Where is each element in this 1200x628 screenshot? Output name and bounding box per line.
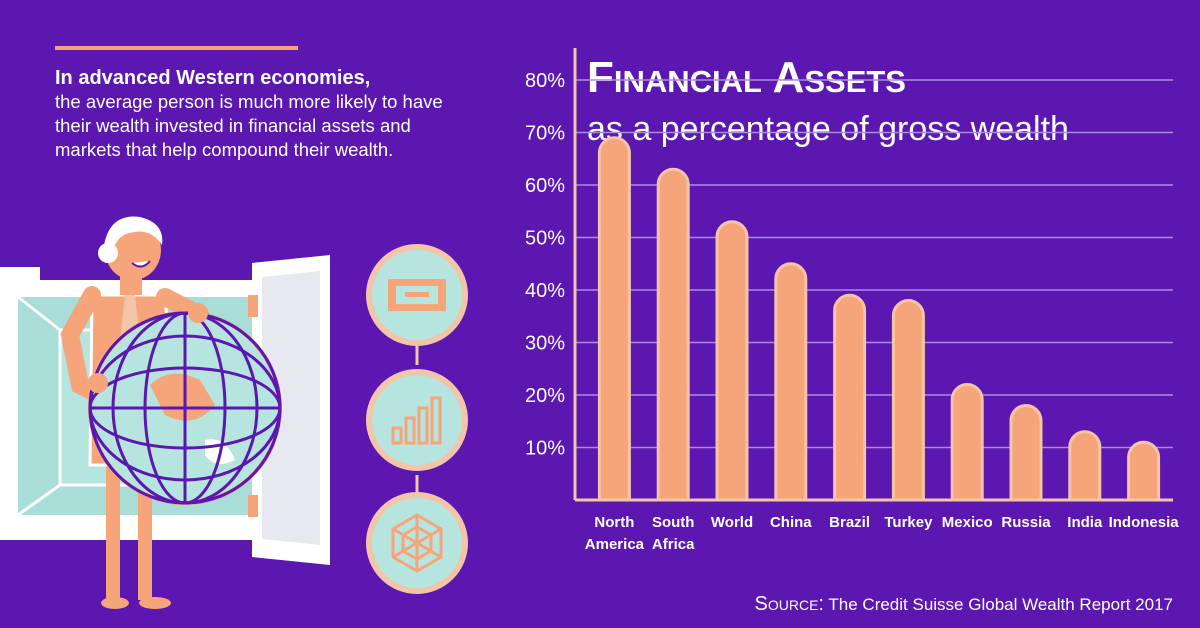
x-tick-label: China (770, 514, 812, 531)
bar-shape (597, 136, 631, 502)
y-tick-label: 70% (525, 123, 565, 145)
x-tick-label: South Africa (652, 514, 695, 553)
y-tick-label: 60% (525, 175, 565, 197)
bar-growth-icon (366, 369, 468, 471)
intro-text: In advanced Western economies, the avera… (55, 66, 475, 162)
accent-line (55, 46, 298, 50)
bar-shape (715, 220, 749, 502)
source-note: Source: The Credit Suisse Global Wealth … (755, 593, 1173, 615)
source-label: Source: (755, 593, 824, 615)
y-tick-label: 30% (525, 333, 565, 355)
bar-shape (950, 383, 984, 502)
bar-shape (833, 293, 867, 502)
bar (715, 220, 749, 502)
bar-chart: Financial Assets as a percentage of gros… (525, 48, 1179, 615)
x-tick-label: North America (585, 514, 645, 553)
bar-shape (1009, 404, 1043, 502)
network-icon (366, 492, 468, 594)
x-tick-label: Brazil (829, 514, 870, 531)
intro-body: the average person is much more likely t… (55, 91, 443, 160)
x-tick-label: World (711, 514, 753, 531)
bar (1068, 430, 1102, 502)
y-tick-label: 40% (525, 280, 565, 302)
bar (774, 262, 808, 502)
y-tick-label: 80% (525, 70, 565, 92)
globe-icon (88, 303, 282, 505)
bar (950, 383, 984, 502)
illustration (0, 216, 468, 609)
y-tick-label: 10% (525, 438, 565, 460)
cash-icon (366, 244, 468, 346)
bar-shape (774, 262, 808, 502)
bar (1127, 440, 1161, 502)
x-tick-label: Turkey (884, 514, 933, 531)
chart-subtitle: as a percentage of gross wealth (587, 110, 1069, 148)
chart-title: Financial Assets (587, 53, 906, 102)
bar-shape (656, 167, 690, 502)
x-tick-label: India (1067, 514, 1103, 531)
bar (656, 167, 690, 502)
x-tick-label: Mexico (942, 514, 993, 531)
source-text: The Credit Suisse Global Wealth Report 2… (824, 595, 1173, 614)
y-axis-ticks: 10% 20% 30% 40% 50% 60% 70% 80% (525, 70, 565, 460)
y-tick-label: 20% (525, 385, 565, 407)
bar (597, 136, 631, 502)
y-tick-label: 50% (525, 228, 565, 250)
bar-shape (1127, 440, 1161, 502)
bar (1009, 404, 1043, 502)
icon-column (366, 244, 468, 594)
bar-shape (891, 299, 925, 502)
intro-lead: In advanced Western economies, (55, 67, 371, 89)
bars (597, 136, 1161, 502)
x-tick-label: Indonesia (1109, 514, 1180, 531)
bar-shape (1068, 430, 1102, 502)
bar (891, 299, 925, 502)
bar (833, 293, 867, 502)
x-tick-label: Russia (1001, 514, 1051, 531)
